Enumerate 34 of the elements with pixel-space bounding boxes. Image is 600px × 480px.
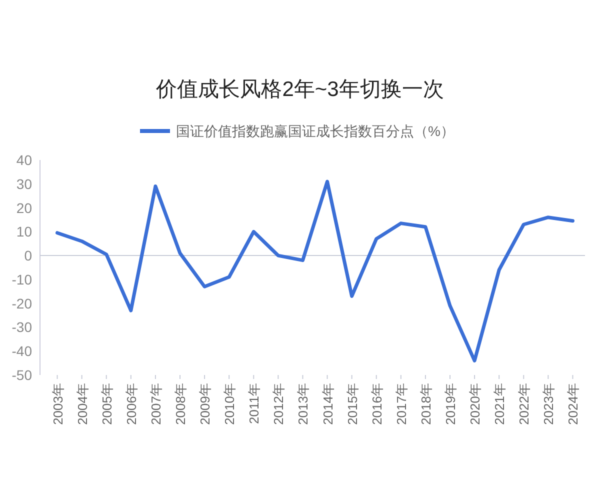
x-tick-label: 2016年 <box>369 383 384 425</box>
x-tick-label: 2015年 <box>344 383 360 425</box>
x-tick-label: 2022年 <box>516 383 532 425</box>
y-tick-label: 10 <box>16 224 32 240</box>
x-tick-label: 2004年 <box>74 383 90 425</box>
x-tick-label: 2020年 <box>468 383 483 425</box>
x-tick-label: 2014年 <box>320 383 336 425</box>
y-tick-label: -10 <box>12 271 32 288</box>
x-tick-label: 2012年 <box>271 383 286 425</box>
x-tick-label: 2005年 <box>99 383 114 425</box>
x-tick-label: 2008年 <box>173 383 188 425</box>
x-tick-label: 2010年 <box>222 383 238 425</box>
x-tick-label: 2007年 <box>148 383 164 425</box>
x-tick-label: 2019年 <box>443 383 458 425</box>
x-tick-label: 2018年 <box>418 383 434 425</box>
x-tick-label: 2021年 <box>492 383 508 425</box>
y-tick-label: 40 <box>16 152 32 168</box>
x-tick-label: 2011年 <box>246 383 262 424</box>
x-tick-label: 2009年 <box>198 383 213 425</box>
chart-title: 价值成长风格2年~3年切换一次 <box>155 78 444 101</box>
y-tick-label: 20 <box>16 200 32 216</box>
x-tick-label: 2024年 <box>566 383 581 425</box>
x-tick-label: 2023年 <box>541 383 556 425</box>
x-tick-label: 2006年 <box>124 383 139 425</box>
y-tick-label: -40 <box>12 343 32 360</box>
y-tick-label: -20 <box>12 295 32 312</box>
x-tick-label: 2013年 <box>296 383 311 425</box>
y-tick-label: -30 <box>12 319 32 336</box>
x-tick-label: 2003年 <box>50 383 66 425</box>
y-tick-label: -50 <box>12 367 32 383</box>
x-tick-label: 2017年 <box>394 383 409 425</box>
y-tick-label: 30 <box>16 176 32 192</box>
y-tick-label: 0 <box>24 248 32 264</box>
legend-label: 国证价值指数跑赢国证成长指数百分点（%） <box>176 123 454 139</box>
